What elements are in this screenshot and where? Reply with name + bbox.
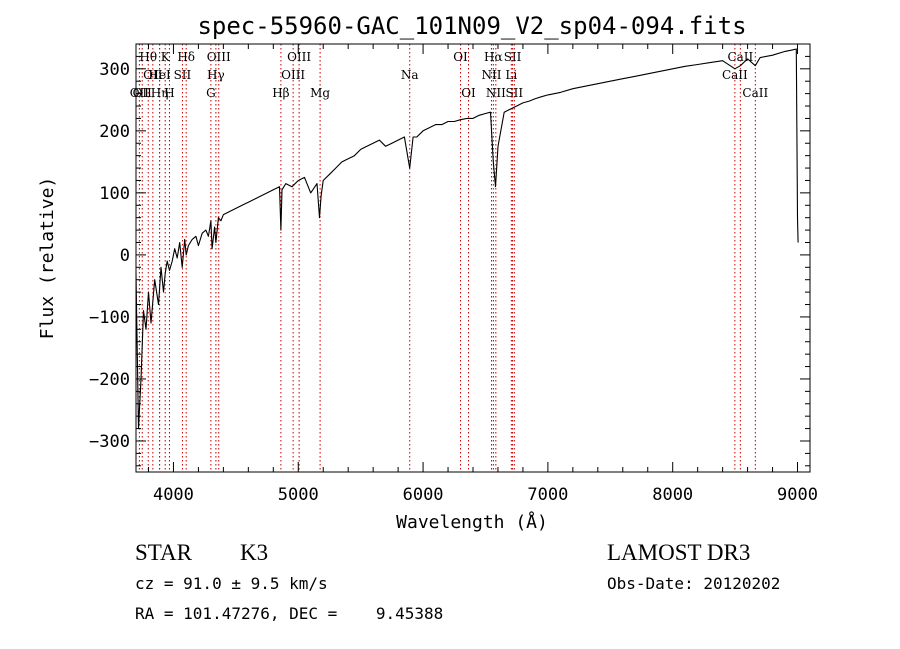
spectral-line-label: OIII [281,68,305,82]
spectral-line-label: SII [174,68,192,82]
spectral-line-label: Hδ [177,50,195,64]
x-tick-label: 9000 [777,485,818,505]
spectral-line-label: OII [130,86,150,100]
survey-name: LAMOST DR3 [607,540,751,565]
x-tick-label: 5000 [278,485,319,505]
redshift-cz: cz = 91.0 ± 9.5 km/s [135,574,328,593]
y-tick-label: 100 [99,184,130,204]
x-tick-label: 8000 [652,485,693,505]
axis-ticks: 4000 5000 6000 7000 8000 9000 −300 −200 −100 0 100… [89,43,818,505]
object-subclass: K3 [240,540,269,565]
spectral-line-label: OIII [287,50,311,64]
y-tick-label: −200 [89,370,130,390]
spectral-line-label: NII [481,68,501,82]
spectral-line-label: Hη [151,86,169,100]
spectral-line-label: OII [143,68,163,82]
spectral-line-label: SII [504,50,522,64]
spectral-line-label: Li [505,68,517,82]
spectral-line-label: Hγ [207,68,225,82]
y-tick-label: −300 [89,432,130,452]
spectral-line-label: H [164,86,174,100]
spectral-line-label: SII [505,86,523,100]
spectral-line-label: CaII [727,50,753,64]
spectral-line-label: OI [453,50,468,64]
spectral-line-label: Hβ [272,86,289,100]
spectral-line-label: Hθ [139,50,157,64]
spectrum-series [135,48,799,430]
chart-title: spec-55960-GAC_101N09_V2_sp04-094.fits [197,12,746,40]
plot-frame [135,43,811,473]
x-axis-label: Wavelength (Å) [396,511,548,533]
spectral-line-label: CaII [742,86,768,100]
x-tick-label: 4000 [153,485,194,505]
spectral-line-label: G [206,86,216,100]
spectral-line-markers [138,44,756,472]
spectral-line-label: Mg [310,86,330,100]
object-class: STAR [135,540,192,565]
spectral-line-label: NII [486,86,506,100]
y-tick-label: 200 [99,122,130,142]
spectral-line-label: HeI [148,68,171,82]
spectral-line-label: OIII [207,50,231,64]
spectrum-line [135,48,799,430]
spectral-line-labels: OIIOIIHθOIIHeIKHηHSIIHδGHγOIIIHβOIIIOIII… [130,50,769,100]
spectral-line-label: K [161,50,171,64]
x-tick-label: 6000 [403,485,444,505]
coordinates: RA = 101.47276, DEC = 9.45388 [135,604,444,623]
spectral-line-label: Hα [484,50,503,64]
spectral-line-label: OI [461,86,476,100]
y-tick-label: −100 [89,308,130,328]
spectral-line-label: OII [133,86,153,100]
y-tick-label: 0 [120,246,130,266]
observation-date: Obs-Date: 20120202 [607,574,781,593]
spectral-line-label: CaII [722,68,748,82]
y-tick-label: 300 [99,60,130,80]
y-axis-label: Flux (relative) [37,177,58,340]
spectrum-chart: spec-55960-GAC_101N09_V2_sp04-094.fits O… [37,12,818,533]
x-tick-label: 7000 [527,485,568,505]
spectral-line-label: Na [401,68,419,82]
